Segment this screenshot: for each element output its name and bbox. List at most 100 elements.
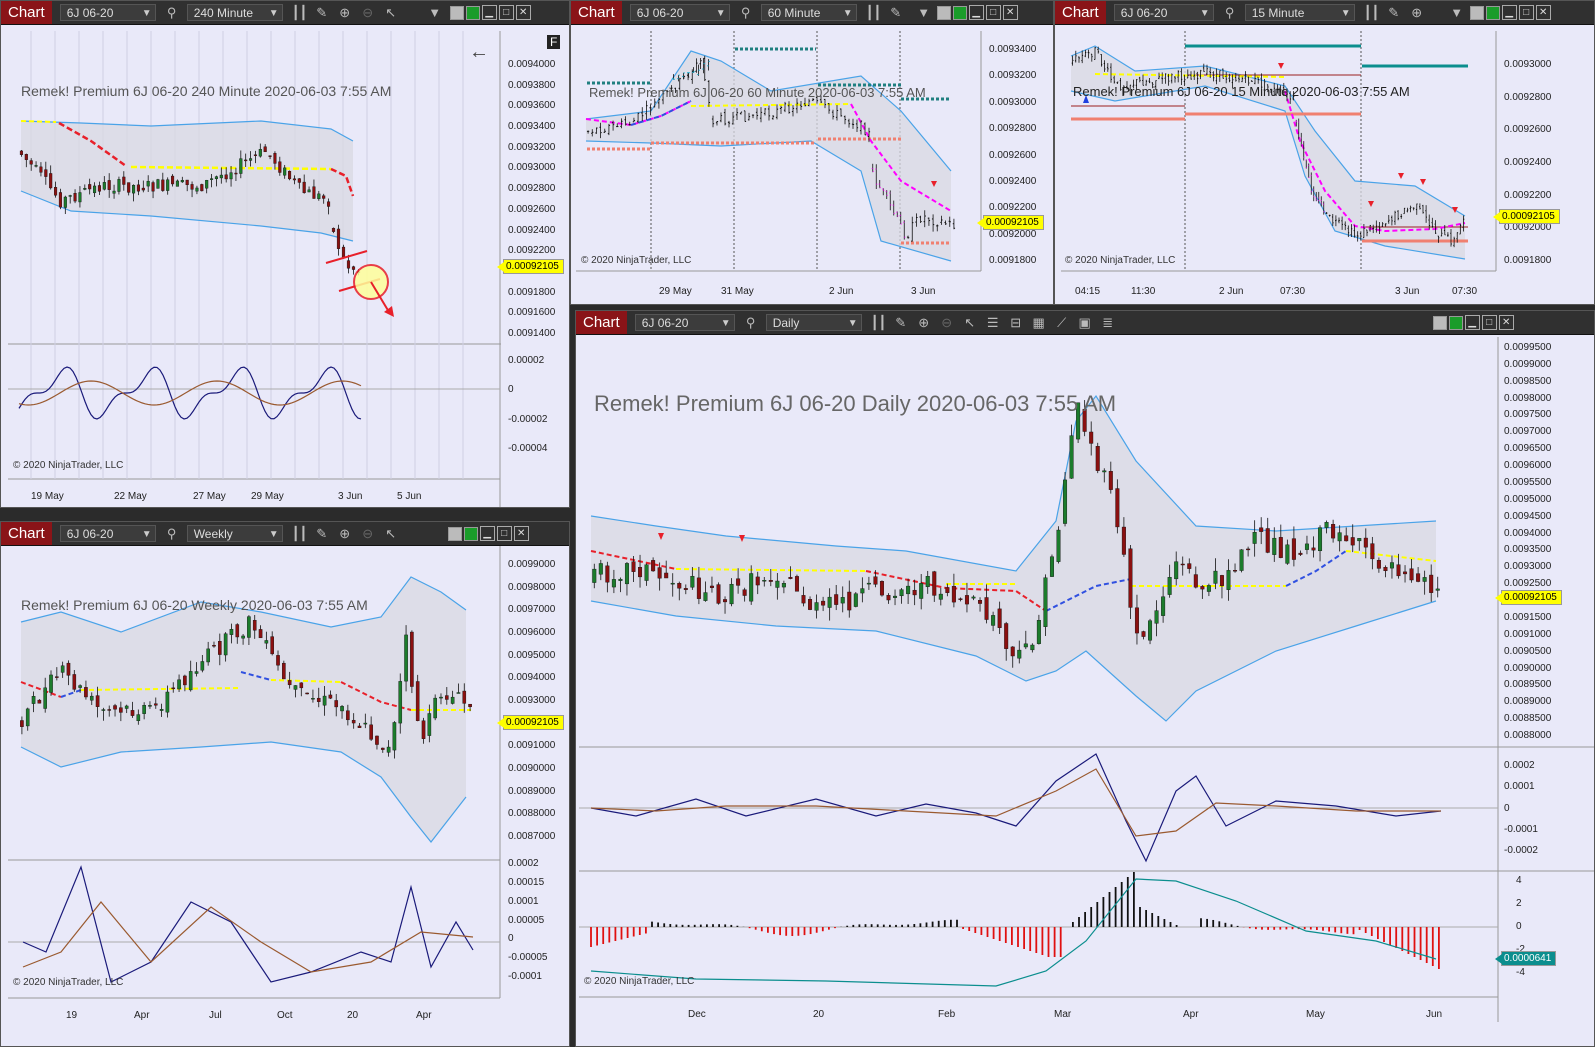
- minimize-button[interactable]: ▁: [1464, 315, 1480, 330]
- more-chevron-icon[interactable]: ▼: [917, 5, 931, 20]
- drawing-tool-icon[interactable]: ✎: [895, 314, 907, 330]
- candle: [1254, 72, 1256, 85]
- chart-canvas[interactable]: [571, 1, 1054, 305]
- bar-style-icon[interactable]: ┃┃: [291, 525, 308, 541]
- bar-style-icon[interactable]: ┃┃: [870, 314, 887, 330]
- chart-window-60min[interactable]: Chart 6J 06-20 ▼ ⚲ 60 Minute ▼ ┃┃ ✎ ▼ ▁ □ …: [570, 0, 1054, 305]
- maximize-button[interactable]: □: [498, 5, 514, 20]
- strategies-icon[interactable]: ▣: [1078, 314, 1091, 330]
- interval-selector[interactable]: 240 Minute ▼: [186, 4, 283, 21]
- link-gray-button[interactable]: [1432, 315, 1447, 330]
- interval-selector[interactable]: Weekly ▼: [186, 525, 283, 542]
- candle: [44, 161, 48, 185]
- templates-icon[interactable]: ≣: [1102, 314, 1114, 330]
- maximize-button[interactable]: □: [1481, 315, 1497, 330]
- zoom-out-icon[interactable]: ⊖: [362, 525, 374, 541]
- maximize-button[interactable]: □: [985, 5, 1001, 20]
- chart-canvas[interactable]: [1, 1, 570, 508]
- link-green-button[interactable]: [1448, 315, 1463, 330]
- close-button[interactable]: ✕: [1535, 5, 1551, 20]
- close-button[interactable]: ✕: [1002, 5, 1018, 20]
- minimize-button[interactable]: ▁: [1501, 5, 1517, 20]
- zoom-in-icon[interactable]: ⊕: [339, 525, 351, 541]
- candle: [1289, 91, 1292, 104]
- oscillator-fast-line: [22, 865, 474, 983]
- link-gray-button[interactable]: [447, 526, 462, 541]
- drawing-tool-icon[interactable]: ✎: [1388, 4, 1400, 20]
- link-gray-button[interactable]: [936, 5, 951, 20]
- candle: [130, 701, 135, 718]
- close-button[interactable]: ✕: [1498, 315, 1514, 330]
- maximize-button[interactable]: □: [496, 526, 512, 541]
- maximize-button[interactable]: □: [1518, 5, 1534, 20]
- candle: [624, 561, 629, 596]
- chart-window-weekly[interactable]: Chart 6J 06-20 ▼ ⚲ Weekly ▼ ┃┃ ✎ ⊕ ⊖ ↖ ▁ □…: [0, 521, 570, 1047]
- zoom-in-icon[interactable]: ⊕: [1411, 4, 1423, 20]
- link-green-button[interactable]: [465, 5, 480, 20]
- zoom-out-icon[interactable]: ⊖: [941, 314, 953, 330]
- link-green-button[interactable]: [952, 5, 967, 20]
- interval-selector[interactable]: 60 Minute ▼: [760, 4, 857, 21]
- zoom-in-icon[interactable]: ⊕: [339, 4, 351, 20]
- candle: [282, 660, 286, 680]
- minimize-button[interactable]: ▁: [968, 5, 984, 20]
- instrument-selector[interactable]: 6J 06-20 ▼: [59, 525, 156, 542]
- drawing-tool-icon[interactable]: ✎: [316, 4, 328, 20]
- bar-style-icon[interactable]: ┃┃: [1363, 4, 1380, 20]
- close-button[interactable]: ✕: [515, 5, 531, 20]
- candle: [305, 692, 309, 695]
- candle: [292, 175, 296, 185]
- minimize-button[interactable]: ▁: [481, 5, 497, 20]
- drawing-tool-icon[interactable]: ✎: [890, 4, 902, 20]
- price_ticks-tick: 0.0091800: [989, 255, 1037, 266]
- chart-window-240min[interactable]: Chart 6J 06-20 ▼ ⚲ 240 Minute ▼ ┃┃ ✎ ⊕ ⊖ ↖…: [0, 0, 570, 508]
- data-box-icon[interactable]: ☰: [986, 314, 999, 330]
- chart-canvas[interactable]: [1, 522, 570, 1047]
- chart-canvas[interactable]: [576, 311, 1595, 1047]
- interval-selector[interactable]: Daily ▼: [765, 314, 862, 331]
- osc_ticks-tick: 0: [508, 384, 514, 396]
- bar-style-icon[interactable]: ┃┃: [865, 4, 882, 20]
- candle: [210, 174, 214, 188]
- link-gray-button[interactable]: [1469, 5, 1484, 20]
- candle: [1134, 594, 1139, 645]
- more-chevron-icon[interactable]: ▼: [1450, 5, 1464, 20]
- instrument-selector[interactable]: 6J 06-20 ▼: [634, 314, 735, 331]
- interval-selector[interactable]: 15 Minute ▼: [1244, 4, 1355, 21]
- back-arrow-icon[interactable]: ←: [469, 41, 489, 63]
- chart-canvas[interactable]: [1055, 1, 1595, 305]
- zoom-out-icon[interactable]: ⊖: [362, 4, 374, 20]
- indicators-icon[interactable]: ⟋: [1057, 314, 1067, 330]
- pointer-icon[interactable]: ↖: [964, 314, 976, 330]
- instrument-selector[interactable]: 6J 06-20 ▼: [1113, 4, 1214, 21]
- pointer-icon[interactable]: ↖: [385, 4, 397, 20]
- pointer-icon[interactable]: ↖: [385, 525, 397, 541]
- search-icon[interactable]: ⚲: [1224, 4, 1235, 20]
- candle: [651, 557, 656, 572]
- minimize-button[interactable]: ▁: [479, 526, 495, 541]
- candle: [788, 566, 793, 580]
- link-green-button[interactable]: [463, 526, 478, 541]
- close-button[interactable]: ✕: [513, 526, 529, 541]
- candle: [847, 118, 851, 128]
- chart-window-15min[interactable]: Chart 6J 06-20 ▼ ⚲ 15 Minute ▼ ┃┃ ✎ ⊕ ▼ ▁ …: [1054, 0, 1595, 305]
- chart-trader-icon[interactable]: ▦: [1032, 314, 1045, 330]
- chart-window-daily[interactable]: Chart 6J 06-20 ▼ ⚲ Daily ▼ ┃┃ ✎ ⊕ ⊖ ↖ ☰ ⊟ …: [575, 310, 1595, 1047]
- link-green-button[interactable]: [1485, 5, 1500, 20]
- candle: [117, 176, 121, 195]
- candle: [755, 108, 759, 120]
- instrument-selector[interactable]: 6J 06-20 ▼: [629, 4, 730, 21]
- search-icon[interactable]: ⚲: [740, 4, 751, 20]
- zoom-in-icon[interactable]: ⊕: [918, 314, 930, 330]
- search-icon[interactable]: ⚲: [166, 525, 177, 541]
- search-icon[interactable]: ⚲: [745, 314, 756, 330]
- instrument-selector[interactable]: 6J 06-20 ▼: [59, 4, 156, 21]
- candle: [595, 127, 598, 134]
- search-icon[interactable]: ⚲: [166, 4, 177, 20]
- properties-icon[interactable]: ⊟: [1010, 314, 1022, 330]
- bar-style-icon[interactable]: ┃┃: [291, 4, 308, 20]
- more-chevron-icon[interactable]: ▼: [428, 5, 442, 20]
- drawing-tool-icon[interactable]: ✎: [316, 525, 328, 541]
- link-gray-button[interactable]: [449, 5, 464, 20]
- candle: [1103, 60, 1106, 72]
